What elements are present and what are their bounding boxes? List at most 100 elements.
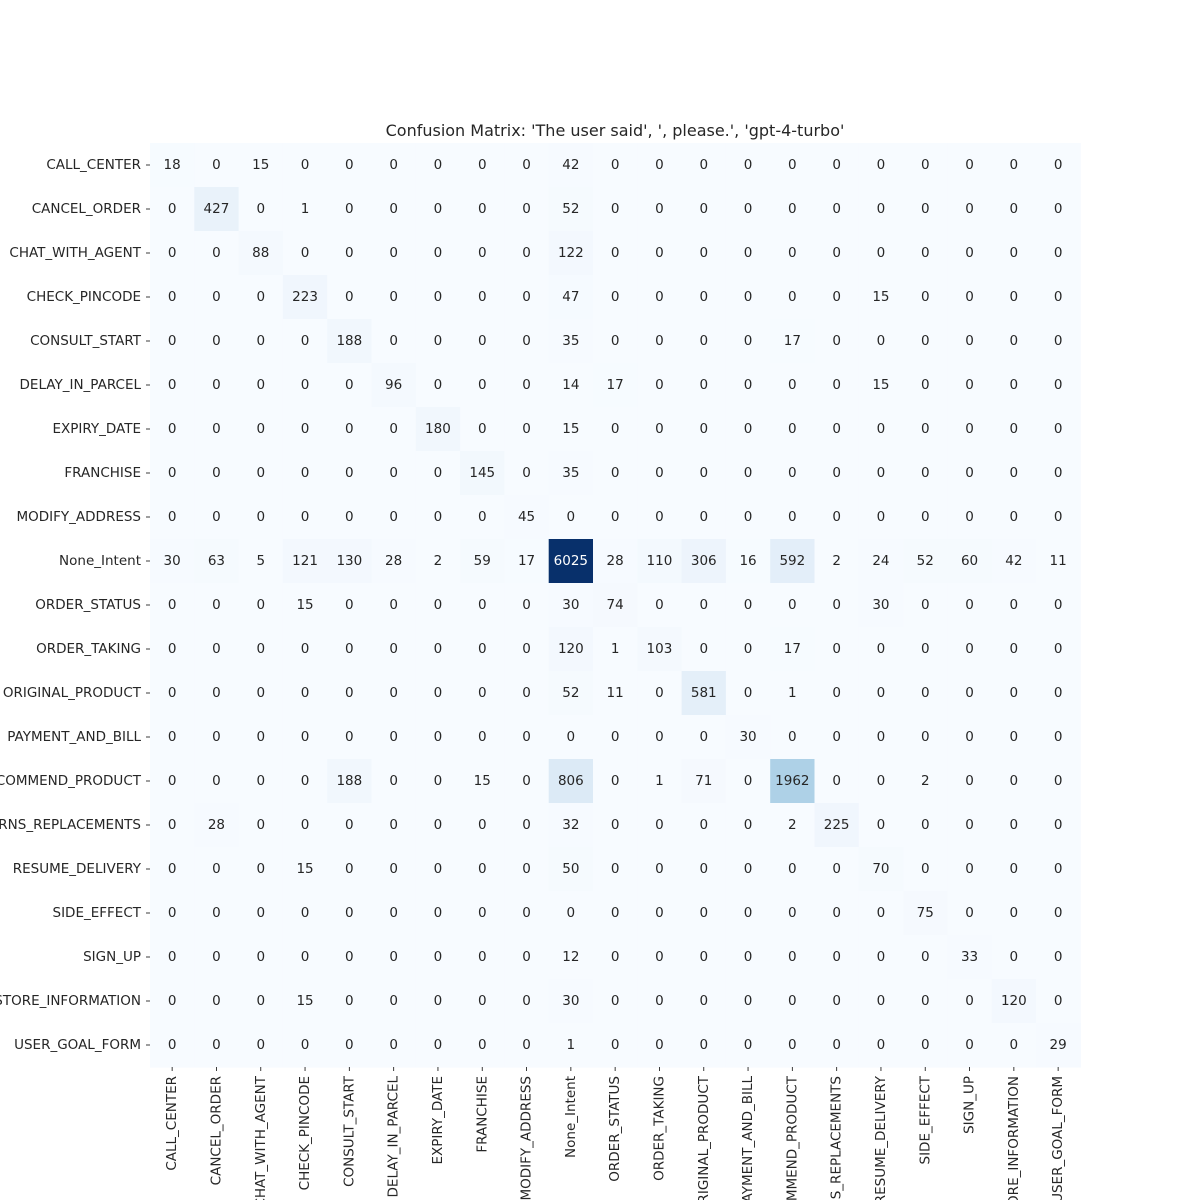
heatmap-cell	[858, 363, 904, 408]
cell-value-label: 0	[788, 905, 797, 921]
heatmap-cell	[548, 627, 594, 672]
heatmap-cell	[858, 451, 904, 496]
cell-value-label: 0	[389, 157, 398, 173]
heatmap-cell	[415, 407, 461, 452]
y-tick-label: USER_GOAL_FORM	[14, 1037, 141, 1053]
heatmap-cell	[371, 143, 417, 188]
cell-value-label: 0	[345, 641, 354, 657]
heatmap-cell	[415, 979, 461, 1024]
heatmap-cell	[814, 759, 860, 804]
heatmap-cell	[238, 187, 284, 232]
cell-value-label: 0	[1054, 817, 1063, 833]
heatmap-cell	[371, 803, 417, 848]
heatmap-cell	[150, 671, 195, 716]
heatmap-cell	[858, 231, 904, 276]
cell-value-label: 0	[522, 773, 531, 789]
heatmap-cell	[770, 495, 816, 540]
heatmap-cell	[371, 275, 417, 320]
y-tick-label: ORDER_TAKING	[36, 641, 141, 657]
cell-value-label: 0	[965, 1037, 974, 1053]
cell-value-label: 0	[168, 817, 177, 833]
cell-value-label: 0	[699, 1037, 708, 1053]
cell-value-label: 28	[385, 553, 402, 569]
heatmap-cell	[681, 847, 727, 892]
cell-value-label: 0	[921, 729, 930, 745]
heatmap-cell	[593, 759, 638, 804]
heatmap-cell	[681, 407, 727, 452]
heatmap-cell	[814, 847, 860, 892]
heatmap-cell	[504, 187, 550, 232]
cell-value-label: 0	[699, 949, 708, 965]
cell-value-label: 42	[562, 157, 579, 173]
y-tick-label: CANCEL_ORDER	[32, 201, 141, 217]
heatmap-cell	[770, 847, 816, 892]
heatmap-cell	[282, 187, 328, 232]
x-tick-label: STORE_INFORMATION	[1006, 1076, 1022, 1200]
heatmap-cell	[194, 275, 240, 320]
heatmap-cell	[681, 803, 727, 848]
chart-title: Confusion Matrix: 'The user said', ', pl…	[386, 121, 845, 140]
heatmap-cell	[681, 671, 727, 716]
cell-value-label: 0	[345, 421, 354, 437]
cell-value-label: 0	[965, 289, 974, 305]
cell-value-label: 0	[744, 289, 753, 305]
heatmap-cell	[194, 583, 240, 628]
cell-value-label: 0	[788, 949, 797, 965]
heatmap-cell	[947, 583, 993, 628]
heatmap-cell	[194, 935, 240, 980]
heatmap-cell	[858, 407, 904, 452]
heatmap-cell	[725, 275, 771, 320]
heatmap-cell	[991, 319, 1037, 364]
heatmap-cell	[371, 935, 417, 980]
cell-value-label: 0	[832, 421, 841, 437]
cell-value-label: 0	[611, 157, 620, 173]
cell-value-label: 2	[434, 553, 443, 569]
cell-value-label: 0	[434, 905, 443, 921]
cell-value-label: 0	[744, 773, 753, 789]
cell-value-label: 0	[1054, 509, 1063, 525]
heatmap-cell	[637, 143, 683, 188]
heatmap-cell	[548, 979, 594, 1024]
cell-value-label: 0	[699, 993, 708, 1009]
cell-value-label: 0	[699, 509, 708, 525]
cell-value-label: 0	[212, 1037, 221, 1053]
heatmap-cell	[194, 451, 240, 496]
cell-value-label: 0	[965, 465, 974, 481]
cell-value-label: 0	[434, 773, 443, 789]
x-tick-label: None_Intent	[563, 1076, 579, 1158]
x-tick-label: RECOMMEND_PRODUCT	[784, 1075, 800, 1200]
cell-value-label: 0	[1010, 157, 1019, 173]
heatmap-cell	[460, 627, 505, 672]
cell-value-label: 0	[921, 993, 930, 1009]
y-tick-label: CONSULT_START	[30, 333, 142, 349]
heatmap-cell	[725, 803, 771, 848]
heatmap-cell	[415, 583, 461, 628]
cell-value-label: 0	[832, 993, 841, 1009]
cell-value-label: 0	[256, 509, 265, 525]
heatmap-cell	[238, 1023, 284, 1068]
heatmap-cell	[637, 979, 683, 1024]
cell-value-label: 0	[345, 949, 354, 965]
heatmap-cell	[371, 627, 417, 672]
cell-value-label: 0	[611, 509, 620, 525]
cell-value-label: 0	[832, 465, 841, 481]
x-tick-label: CHAT_WITH_AGENT	[253, 1075, 269, 1200]
cell-value-label: 0	[877, 465, 886, 481]
cell-value-label: 0	[921, 157, 930, 173]
cell-value-label: 1	[655, 773, 664, 789]
heatmap-cell	[991, 275, 1037, 320]
cell-value-label: 0	[168, 905, 177, 921]
heatmap-cell	[371, 363, 417, 408]
heatmap-cell	[947, 143, 993, 188]
heatmap-cell	[681, 231, 727, 276]
y-tick-label: FRANCHISE	[64, 465, 141, 481]
heatmap-cell	[415, 671, 461, 716]
heatmap-cell	[548, 715, 594, 760]
heatmap-cell	[770, 715, 816, 760]
cell-value-label: 0	[832, 685, 841, 701]
cell-value-label: 1	[301, 201, 310, 217]
cell-value-label: 0	[921, 949, 930, 965]
cell-value-label: 0	[478, 641, 487, 657]
cell-value-label: 0	[965, 597, 974, 613]
cell-value-label: 0	[921, 685, 930, 701]
